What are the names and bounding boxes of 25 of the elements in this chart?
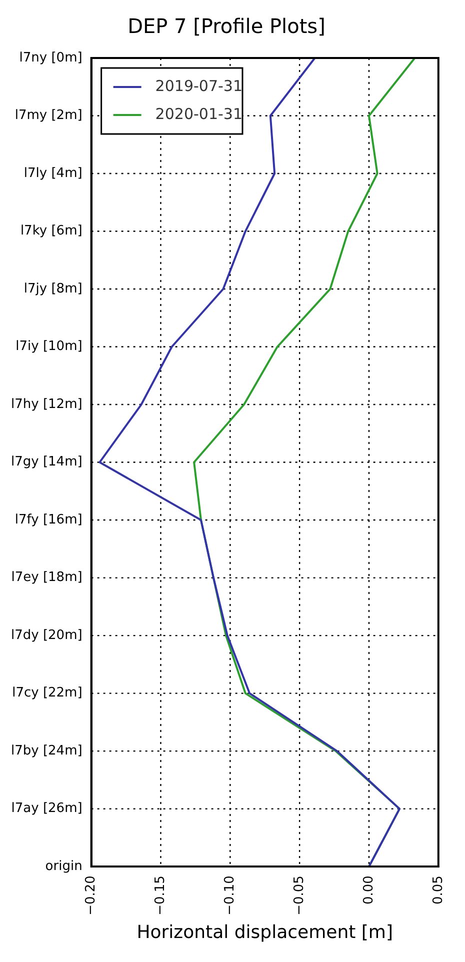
x-axis-title: Horizontal displacement [m] <box>136 922 393 943</box>
y-tick-label: l7hy [12m] <box>11 396 82 412</box>
y-tick-label: origin <box>45 858 82 874</box>
x-tick-label: 0.00 <box>361 876 376 905</box>
y-tick-label: l7ay [26m] <box>11 801 82 816</box>
y-tick-label: l7ny [0m] <box>19 50 82 66</box>
x-tick-label: −0.20 <box>84 876 99 916</box>
x-tick-label: 0.05 <box>430 876 446 905</box>
chart-title: DEP 7 [Profile Plots] <box>128 14 326 38</box>
legend-label: 2020-01-31 <box>155 104 242 123</box>
y-tick-label: l7ey [18m] <box>11 570 82 586</box>
y-tick-label: l7fy [16m] <box>14 512 82 528</box>
y-tick-label: l7dy [20m] <box>10 628 82 643</box>
x-tick-label: −0.10 <box>222 876 238 916</box>
y-tick-label: l7by [24m] <box>10 743 82 758</box>
x-tick-label: −0.05 <box>292 876 307 916</box>
y-tick-label: l7my [2m] <box>14 108 82 124</box>
y-tick-label: l7gy [14m] <box>10 454 82 470</box>
legend-label: 2019-07-31 <box>155 76 242 95</box>
x-tick-label: −0.15 <box>153 876 168 916</box>
y-tick-label: l7cy [22m] <box>12 686 82 701</box>
y-tick-label: l7ly [4m] <box>24 166 82 181</box>
y-tick-label: l7ky [6m] <box>20 224 82 239</box>
y-tick-label: l7jy [8m] <box>24 281 82 296</box>
y-tick-label: l7iy [10m] <box>16 339 82 354</box>
